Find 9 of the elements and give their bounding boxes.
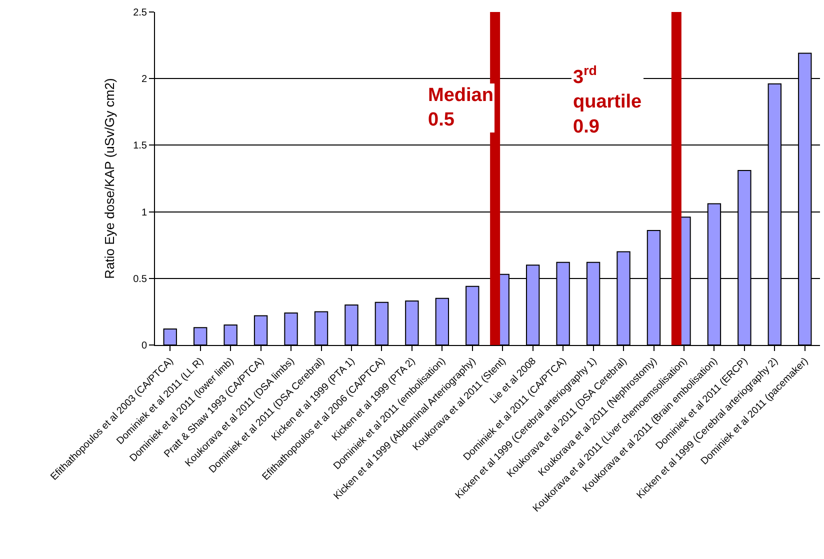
y-tick-label: 0 [141, 340, 148, 352]
y-tick-label: 2 [141, 74, 148, 86]
y-tick-label: 1 [141, 207, 148, 218]
ref-line-label: Median 0.5 [428, 85, 494, 131]
ref-line-label: 3$^{rd}$ quartile 0.9 [573, 63, 642, 138]
y-axis-title: Ratio Eye dose/KAP (uSv/Gy cm2) [102, 78, 118, 279]
y-tick-label: 1.5 [133, 140, 148, 152]
y-tick-label: 2.5 [133, 8, 148, 18]
y-tick-label: 0.5 [133, 274, 148, 285]
